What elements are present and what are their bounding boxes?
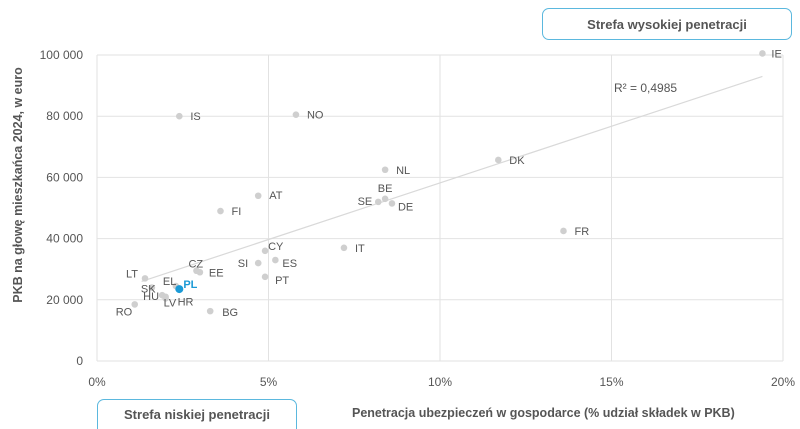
y-tick-label: 0 xyxy=(76,354,83,368)
point-label-nl: NL xyxy=(396,165,410,177)
high-penetration-callout: Strefa wysokiej penetracji xyxy=(542,8,792,40)
data-point-fr xyxy=(560,227,567,235)
data-point-de xyxy=(388,200,396,207)
point-label-ro: RO xyxy=(116,306,133,318)
data-point-pt xyxy=(261,273,269,281)
data-point-be xyxy=(381,195,389,203)
x-tick-label: 20% xyxy=(771,375,795,389)
point-label-sk: SK xyxy=(141,284,156,296)
y-tick-label: 60 000 xyxy=(46,170,83,184)
point-label-cy: CY xyxy=(268,241,284,253)
point-label-at: AT xyxy=(269,190,283,202)
point-label-hu: HU xyxy=(143,291,159,303)
y-tick-label: 20 000 xyxy=(46,293,83,307)
data-point-nl xyxy=(381,166,389,174)
point-label-pt: PT xyxy=(275,275,289,287)
point-label-pl: PL xyxy=(183,279,197,291)
y-tick-label: 100 000 xyxy=(40,48,84,62)
point-label-si: SI xyxy=(238,258,248,270)
point-label-hr: HR xyxy=(178,296,194,308)
point-label-lt: LT xyxy=(126,268,138,280)
r-squared-label: R² = 0,4985 xyxy=(614,81,677,95)
point-label-de: DE xyxy=(398,201,413,213)
trend-line xyxy=(141,75,763,283)
point-label-cz: CZ xyxy=(188,259,203,271)
point-label-ie: IE xyxy=(771,48,781,60)
data-points xyxy=(131,50,766,315)
data-point-se xyxy=(374,198,382,206)
data-point-at xyxy=(254,192,262,200)
point-label-no: NO xyxy=(307,110,324,122)
x-tick-label: 10% xyxy=(428,375,452,389)
point-label-se: SE xyxy=(358,196,373,208)
data-point-no xyxy=(292,111,300,118)
point-label-fr: FR xyxy=(574,226,589,238)
data-point-cy xyxy=(261,247,269,255)
data-point-fi xyxy=(217,207,224,215)
y-axis-title: PKB na głowę mieszkańca 2024, w euro xyxy=(11,67,25,303)
data-point-is xyxy=(176,112,183,120)
data-point-dk xyxy=(495,156,502,164)
point-label-es: ES xyxy=(282,258,297,270)
data-point-it xyxy=(340,244,348,252)
y-tick-label: 40 000 xyxy=(46,232,83,246)
x-tick-label: 15% xyxy=(599,375,623,389)
point-label-dk: DK xyxy=(509,155,525,167)
x-tick-label: 0% xyxy=(88,375,106,389)
point-labels: IE IS NO NL DK AT FI SE BE DE FR CY IT SI ES PT CZ EE LT EL… xyxy=(116,48,782,319)
data-point-ro xyxy=(131,301,139,308)
grid-lines xyxy=(96,54,784,362)
x-axis-title: Penetracja ubezpieczeń w gospodarce (% u… xyxy=(352,406,735,420)
data-point-pl xyxy=(175,285,184,294)
data-point-lt xyxy=(141,275,149,282)
low-penetration-callout: Strefa niskiej penetracji xyxy=(97,399,297,429)
point-label-fi: FI xyxy=(231,206,241,218)
data-point-sk xyxy=(148,284,156,291)
data-point-hr xyxy=(162,294,169,302)
point-label-be: BE xyxy=(378,183,393,195)
data-point-si xyxy=(254,259,262,267)
point-label-is: IS xyxy=(190,111,200,123)
data-point-bg xyxy=(206,307,214,315)
data-point-es xyxy=(272,256,279,264)
point-label-bg: BG xyxy=(222,307,238,319)
point-label-it: IT xyxy=(355,243,365,255)
x-tick-label: 5% xyxy=(260,375,278,389)
data-point-ie xyxy=(759,50,766,57)
point-label-ee: EE xyxy=(209,267,224,279)
point-label-lv: LV xyxy=(164,298,177,310)
axis-ticks: 0 20 000 40 000 60 000 80 000 100 000 0% 5% 10% 1… xyxy=(40,48,796,389)
data-point-ee xyxy=(196,268,204,276)
point-label-el: EL xyxy=(163,276,176,288)
y-tick-label: 80 000 xyxy=(46,109,83,123)
